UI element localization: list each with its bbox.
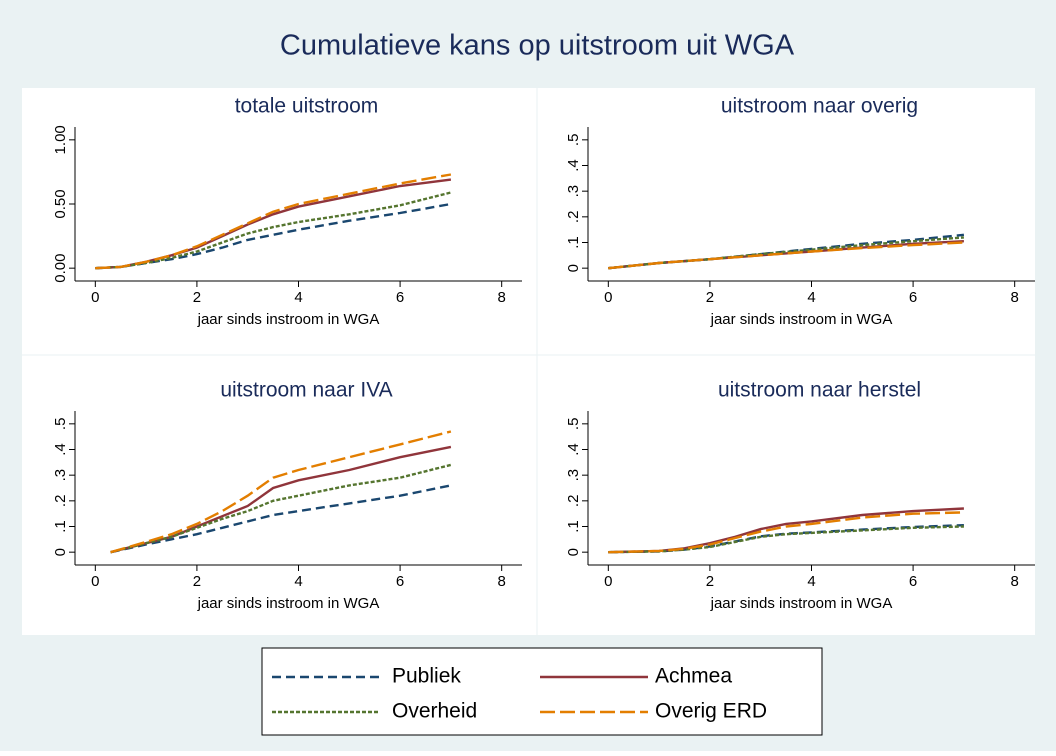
x-tick-label: 8 [1011, 289, 1019, 306]
subplot-title: uitstroom naar IVA [220, 379, 392, 402]
x-tick-label: 6 [396, 289, 404, 306]
x-tick-label: 2 [193, 289, 201, 306]
x-tick-label: 0 [604, 573, 612, 590]
y-tick-label: .1 [565, 520, 582, 533]
y-tick-label: 0.00 [52, 254, 69, 283]
x-tick-label: 2 [193, 573, 201, 590]
y-tick-label: 0.50 [52, 189, 69, 218]
y-tick-label: .5 [52, 418, 69, 431]
x-tick-label: 6 [909, 289, 917, 306]
legend-label: Achmea [655, 665, 732, 688]
series-line [95, 173, 452, 270]
y-tick-label: 1.00 [52, 125, 69, 154]
y-tick-label: 0 [565, 548, 582, 556]
x-tick-label: 2 [706, 289, 714, 306]
legend [261, 647, 823, 736]
x-tick-label: 4 [807, 289, 815, 306]
x-axis-label: jaar sinds instroom in WGA [710, 595, 893, 612]
x-tick-label: 8 [498, 573, 506, 590]
x-tick-label: 8 [1011, 573, 1019, 590]
x-axis-label: jaar sinds instroom in WGA [710, 311, 893, 328]
y-tick-label: .1 [565, 236, 582, 249]
subplot-title: uitstroom naar overig [721, 95, 918, 118]
series-line [110, 430, 452, 554]
y-tick-label: .4 [52, 443, 69, 456]
x-tick-label: 0 [91, 573, 99, 590]
y-tick-label: 0 [565, 264, 582, 272]
x-tick-label: 0 [91, 289, 99, 306]
x-tick-label: 4 [294, 289, 302, 306]
x-tick-label: 0 [604, 289, 612, 306]
series-line [608, 511, 964, 554]
plot-region [22, 88, 1035, 635]
y-tick-label: .3 [565, 185, 582, 198]
legend-label: Overheid [392, 700, 477, 723]
legend-label: Publiek [392, 665, 461, 688]
y-tick-label: .3 [52, 469, 69, 482]
x-tick-label: 4 [294, 573, 302, 590]
subplot-title: uitstroom naar herstel [718, 379, 921, 402]
x-axis-label: jaar sinds instroom in WGA [197, 595, 380, 612]
series-line [110, 463, 452, 554]
x-axis-label: jaar sinds instroom in WGA [197, 311, 380, 328]
x-tick-label: 6 [396, 573, 404, 590]
y-tick-label: .1 [52, 520, 69, 533]
y-tick-label: .5 [565, 418, 582, 431]
y-tick-label: 0 [52, 548, 69, 556]
y-tick-label: .5 [565, 134, 582, 147]
y-tick-label: .4 [565, 443, 582, 456]
x-tick-label: 8 [498, 289, 506, 306]
y-tick-label: .2 [565, 495, 582, 508]
legend-label: Overig ERD [655, 700, 767, 723]
x-tick-label: 2 [706, 573, 714, 590]
chart-title: Cumulatieve kans op uitstroom uit WGA [280, 30, 795, 62]
series-line [608, 240, 964, 270]
y-tick-label: .2 [565, 211, 582, 224]
series-line [608, 236, 964, 270]
y-tick-label: .4 [565, 159, 582, 172]
subplot-title: totale uitstroom [235, 95, 379, 118]
x-tick-label: 4 [807, 573, 815, 590]
series-line [110, 484, 452, 554]
x-tick-label: 6 [909, 573, 917, 590]
y-tick-label: .2 [52, 495, 69, 508]
y-tick-label: .3 [565, 469, 582, 482]
